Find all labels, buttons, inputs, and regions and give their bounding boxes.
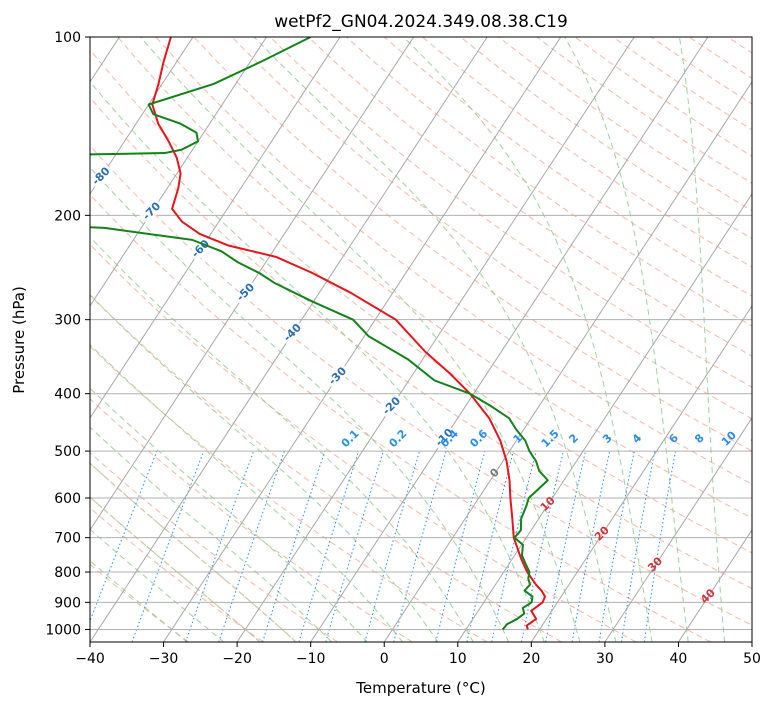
temperature-profile [151, 37, 546, 630]
isotherm-label-bg [139, 198, 165, 225]
x-tick-label: −30 [149, 651, 179, 667]
dewpoint-profile [90, 37, 549, 631]
mixing-ratio-line [364, 450, 421, 642]
moist-adiabat [678, 37, 726, 642]
y-tick-label: 700 [54, 531, 81, 547]
moist-adiabat [90, 236, 474, 642]
dry-adiabat [90, 294, 562, 642]
y-tick-label: 500 [54, 444, 81, 460]
y-tick-label: 100 [54, 30, 81, 46]
moist-adiabat [90, 80, 545, 642]
dry-adiabat [90, 345, 488, 642]
isotherm-gridline [678, 529, 752, 642]
x-tick-label: 50 [743, 651, 761, 667]
isotherm-label-bg [325, 363, 351, 390]
isotherm-gridline [90, 37, 341, 419]
x-tick-label: 0 [380, 651, 389, 667]
y-tick-label: 200 [54, 208, 81, 224]
isotherm-label-bg [431, 425, 458, 451]
isotherm-gridline [163, 37, 562, 642]
isotherm-label-bg [5, 67, 30, 92]
moist-adiabat [403, 37, 653, 642]
x-axis-title: Temperature (°C) [355, 679, 485, 697]
x-tick-label: 40 [670, 651, 688, 667]
dry-adiabat [345, 37, 752, 327]
dry-adiabat [117, 37, 752, 519]
y-axis-title: Pressure (hPa) [10, 286, 28, 394]
mixing-ratio-line [185, 450, 255, 642]
mixing-ratio-line [466, 450, 514, 642]
profiles [90, 37, 549, 631]
isotherm-label-bg [379, 393, 405, 419]
moist-adiabat [90, 426, 333, 642]
x-tick-label: −40 [75, 651, 105, 667]
mixing-ratio-line [643, 451, 677, 642]
y-tick-label: 800 [54, 565, 81, 581]
isotherm-label-bg [44, 120, 69, 145]
isotherm-label: -100 [3, 65, 32, 94]
moist-adiabat [90, 166, 510, 642]
isotherm-gridline [90, 37, 415, 531]
isotherm-label-bg [233, 279, 259, 306]
reference-curve [90, 496, 261, 642]
y-tick-label: 900 [54, 595, 81, 611]
dry-adiabat [765, 37, 775, 642]
dry-adiabat [155, 37, 752, 485]
y-tick-label: 600 [54, 491, 81, 507]
isotherm-gridline [604, 417, 752, 642]
dry-adiabat [384, 37, 752, 297]
x-tick-label: 30 [596, 651, 614, 667]
x-tick-label: −20 [222, 651, 252, 667]
y-tick-label: 400 [54, 387, 81, 403]
dry-adiabat [90, 507, 264, 642]
moist-adiabat [90, 528, 225, 642]
mixing-ratio-label: 13 [748, 429, 768, 449]
mixing-ratio-line [90, 450, 158, 623]
isotherm-gridline [90, 37, 194, 195]
mixing-ratio-line [218, 450, 285, 642]
isotherm-label: -90 [45, 120, 68, 143]
isotherm-label-bg [280, 320, 306, 346]
isotherm-gridline [751, 641, 752, 642]
dry-adiabat [231, 37, 752, 420]
moist-adiabat [90, 462, 297, 642]
isotherm-gridline [530, 304, 752, 642]
moist-adiabat [253, 37, 617, 642]
plot-frame [89, 36, 753, 643]
dry-adiabat [193, 37, 752, 452]
mixing-ratio-line [298, 450, 360, 642]
isotherm-gridline [383, 80, 752, 642]
mixing-ratio-line [131, 450, 205, 642]
mixing-ratio-line [325, 450, 384, 642]
isotherm-gridline [236, 37, 635, 642]
y-tick-label: 1000 [45, 622, 81, 638]
moist-adiabat [140, 37, 581, 642]
x-tick-label: 20 [522, 651, 540, 667]
isotherm-gridline [457, 192, 752, 642]
isotherm-label-bg [90, 163, 115, 190]
moist-adiabat [564, 37, 689, 642]
isotherm-gridline [90, 37, 267, 307]
x-tick-label: −10 [296, 651, 326, 667]
dry-adiabat [90, 144, 752, 626]
dry-adiabat [90, 48, 752, 554]
y-axis: 100 200 300 400 500 600 700 800 900 1000 [45, 30, 90, 638]
isotherm-label-bg [188, 236, 214, 262]
mixing-ratio-line [435, 450, 486, 642]
moist-adiabat [90, 344, 404, 642]
y-tick-label: 300 [54, 313, 81, 329]
isotherm-gridline [310, 37, 709, 642]
x-axis: −40 −30 −20 −10 0 10 20 30 40 50 [75, 642, 761, 667]
x-tick-label: 10 [449, 651, 467, 667]
mixing-ratio-line [262, 450, 326, 642]
moist-adiabat [90, 294, 439, 642]
background-lines [90, 37, 775, 642]
chart-title: wetPf2_GN04.2024.349.08.38.C19 [274, 12, 568, 32]
